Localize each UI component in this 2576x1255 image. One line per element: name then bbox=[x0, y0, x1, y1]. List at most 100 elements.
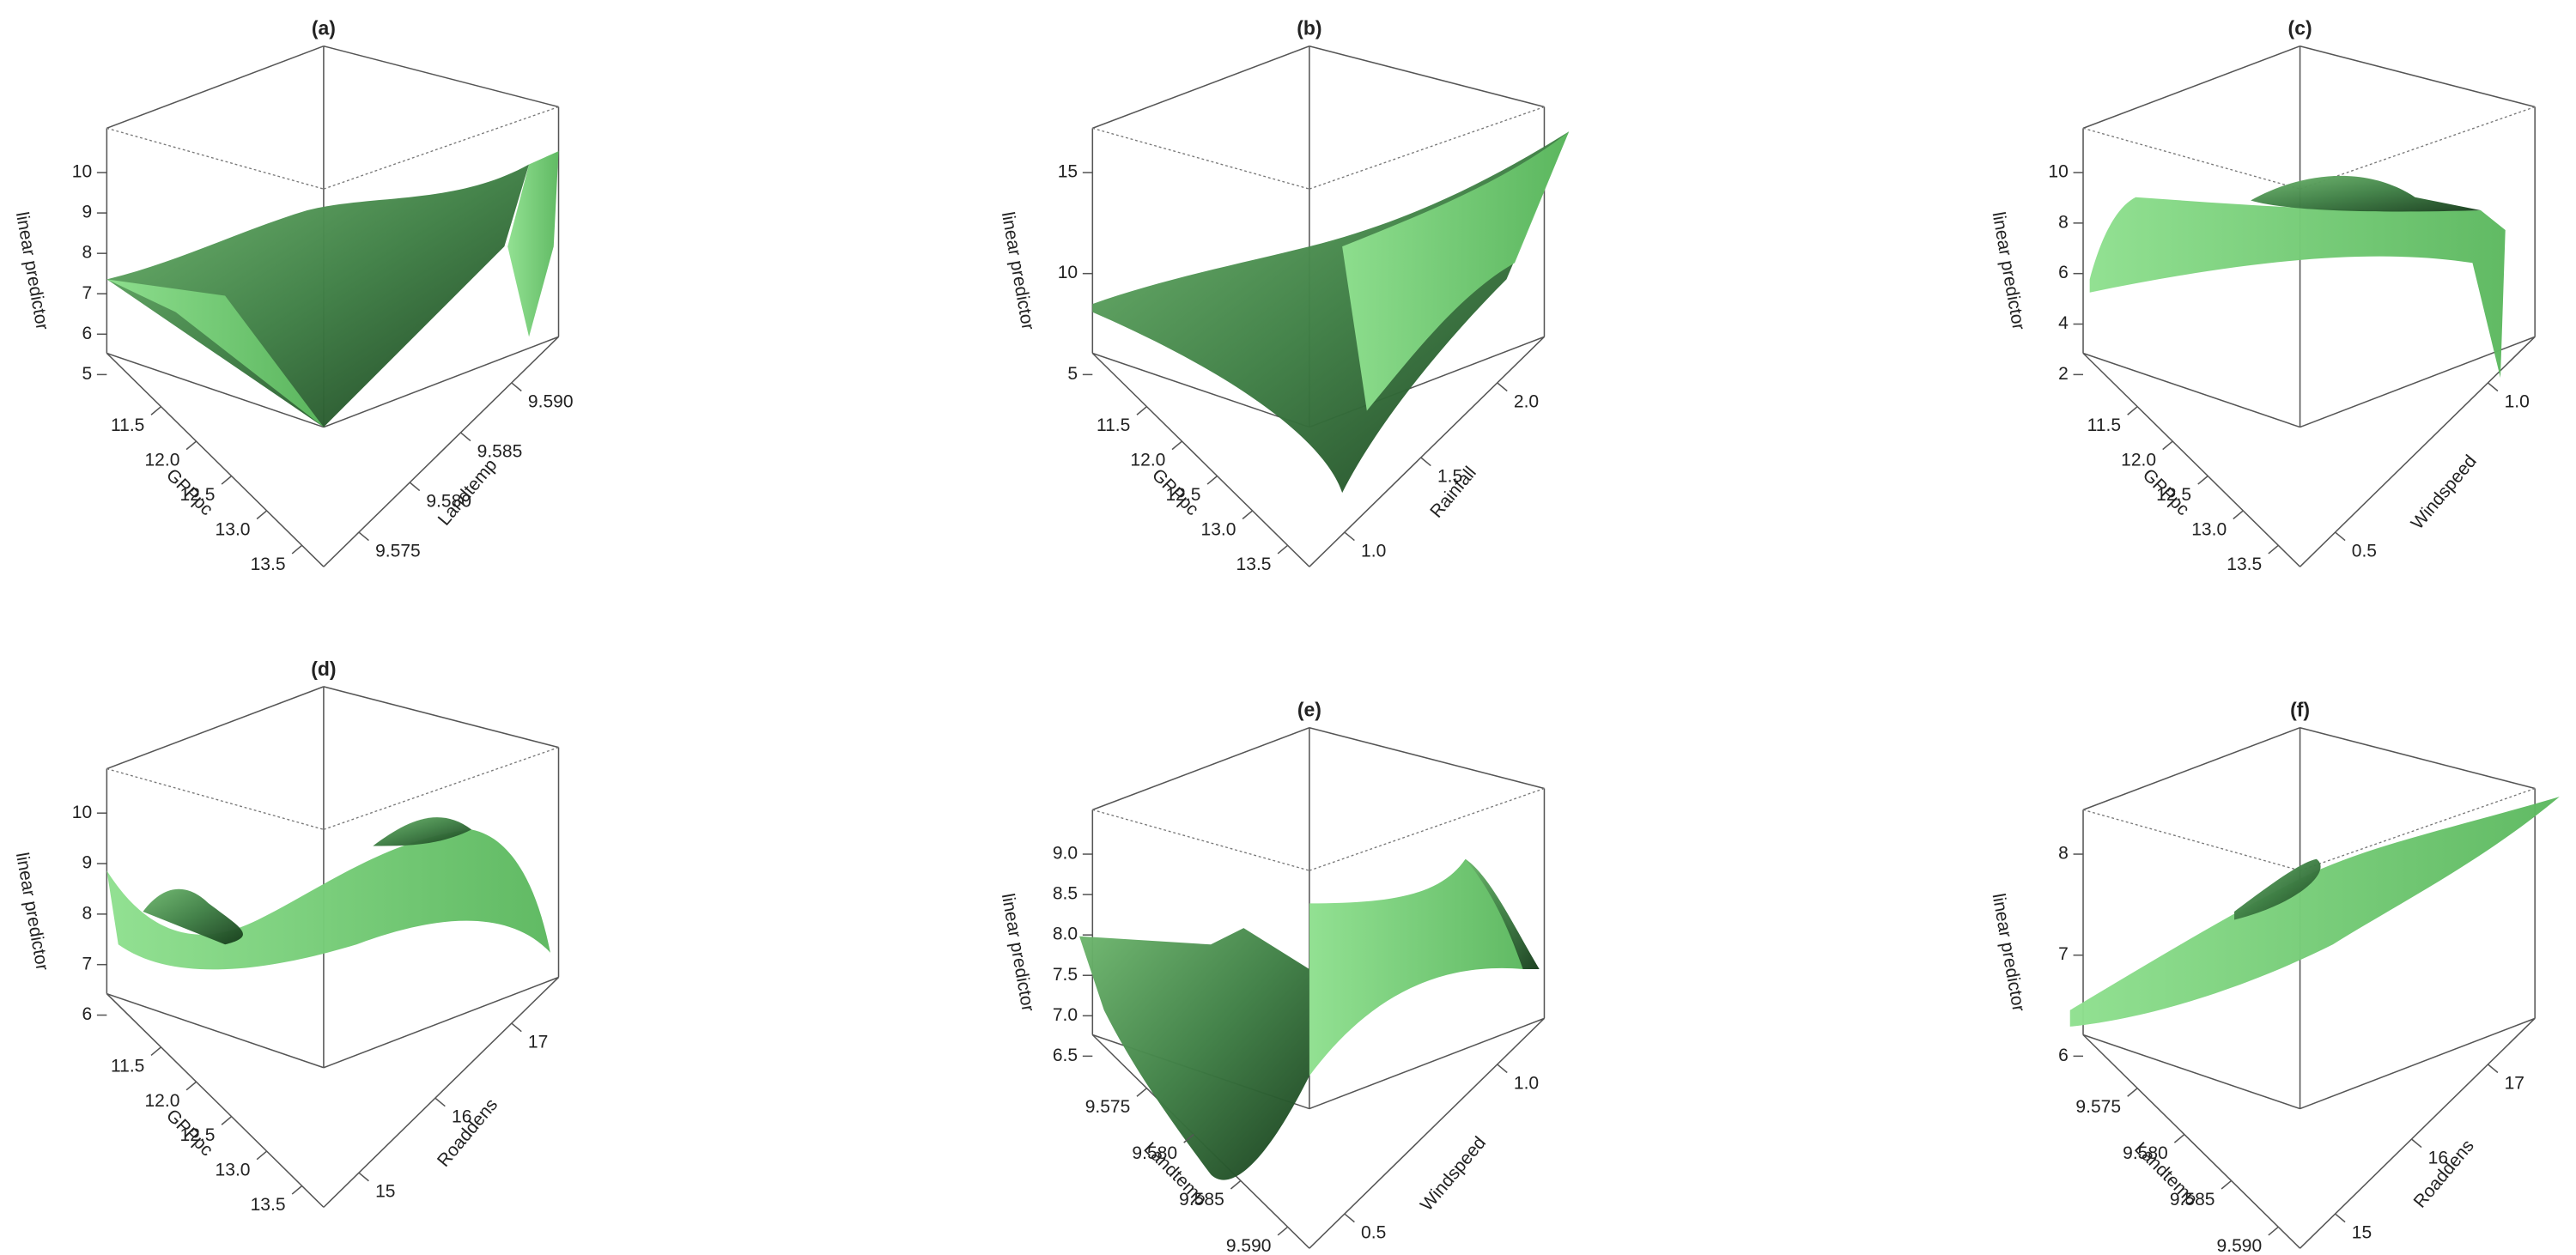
z-tick-label: 8.5 bbox=[1053, 884, 1078, 904]
panel-title: (d) bbox=[311, 658, 336, 680]
y-tick-label: 16 bbox=[2428, 1149, 2448, 1168]
box-edge bbox=[1091, 352, 1310, 567]
panel-title: (c) bbox=[2288, 17, 2312, 39]
y-tick-label: 17 bbox=[2505, 1073, 2524, 1093]
z-tick-label: 9.0 bbox=[1053, 844, 1078, 864]
x-tick bbox=[2127, 406, 2138, 415]
x-tick bbox=[150, 406, 161, 415]
x-tick-label: 9.585 bbox=[1179, 1190, 1224, 1210]
y-tick bbox=[2335, 531, 2346, 542]
x-tick bbox=[256, 510, 268, 520]
box-edge bbox=[1309, 1017, 1546, 1249]
box-edge bbox=[2082, 726, 2300, 811]
x-tick-label: 11.5 bbox=[111, 1056, 144, 1076]
x-tick-label: 11.5 bbox=[111, 415, 144, 435]
box-edge bbox=[106, 993, 325, 1208]
box-edge bbox=[2300, 336, 2536, 567]
box-edge bbox=[106, 992, 325, 1069]
box-edge bbox=[323, 747, 559, 830]
surface bbox=[507, 151, 559, 337]
y-tick bbox=[1344, 531, 1355, 542]
y-tick bbox=[2411, 1138, 2422, 1149]
panel: (f) 6 7 8 linear predictor 9.575 9.580 9.585 9.5… bbox=[1989, 699, 2560, 1255]
z-tick-label: 8.0 bbox=[1053, 925, 1078, 944]
box-edge bbox=[106, 45, 325, 130]
surface bbox=[2234, 858, 2321, 920]
panel-title: (e) bbox=[1297, 699, 1321, 721]
x-tick-label: 12.5 bbox=[180, 1125, 216, 1145]
box-edge bbox=[1309, 726, 1545, 790]
x-tick bbox=[221, 475, 233, 485]
box-edge bbox=[323, 336, 559, 428]
z-tick-label: 8 bbox=[2058, 212, 2069, 232]
x-tick-label: 12.0 bbox=[2121, 451, 2156, 470]
y-tick-label: 0.5 bbox=[1361, 1223, 1386, 1243]
y-tick bbox=[358, 1172, 369, 1182]
z-tick-label: 5 bbox=[1067, 364, 1078, 384]
x-tick-label: 9.590 bbox=[2217, 1236, 2263, 1255]
box-edge bbox=[1309, 336, 1546, 567]
box-edge bbox=[1309, 106, 1545, 190]
x-tick-label: 9.585 bbox=[2170, 1190, 2215, 1210]
x-tick-label: 13.0 bbox=[216, 519, 251, 539]
x-tick bbox=[2221, 1179, 2233, 1190]
x-tick-label: 9.575 bbox=[2075, 1097, 2121, 1117]
x-tick-label: 11.5 bbox=[2087, 415, 2121, 435]
surface bbox=[143, 888, 243, 945]
y-tick bbox=[2335, 1213, 2346, 1223]
z-tick-label: 6 bbox=[82, 324, 92, 343]
box-edge bbox=[1309, 1017, 1545, 1110]
box-edge bbox=[1092, 726, 1310, 811]
surface bbox=[1079, 928, 1309, 1180]
y-tick-label: 2.0 bbox=[1514, 391, 1539, 411]
y-tick-label: 15 bbox=[2352, 1223, 2372, 1243]
x-tick-label: 13.5 bbox=[2227, 555, 2262, 574]
y-tick-label: 1.0 bbox=[2505, 391, 2530, 411]
box-edge bbox=[1309, 45, 1545, 108]
x-tick bbox=[1206, 475, 1218, 485]
z-tick-label: 5 bbox=[82, 364, 92, 384]
z-tick-label: 7 bbox=[82, 954, 92, 973]
x-tick bbox=[291, 1185, 303, 1195]
y-tick bbox=[2487, 382, 2499, 392]
z-tick-label: 6 bbox=[2058, 1046, 2069, 1065]
y-tick-label: 17 bbox=[528, 1033, 548, 1052]
x-tick bbox=[1277, 1226, 1289, 1236]
y-tick-label: 9.575 bbox=[375, 542, 421, 561]
z-tick-label: 4 bbox=[2058, 313, 2069, 333]
panel: (e) 6.5 7.0 7.5 8.0 8.5 9.0 linear predictor 9.5… bbox=[998, 699, 1546, 1255]
z-tick-label: 7 bbox=[82, 283, 92, 303]
box-edge bbox=[1092, 352, 1310, 428]
x-tick bbox=[1171, 440, 1182, 451]
surface bbox=[373, 817, 472, 846]
y-tick-label: 16 bbox=[452, 1107, 471, 1127]
y-tick bbox=[1420, 457, 1431, 467]
panel-title: (f) bbox=[2290, 699, 2310, 721]
z-tick-label: 2 bbox=[2058, 364, 2069, 384]
z-tick-label: 7 bbox=[2058, 944, 2069, 964]
panel-title: (a) bbox=[312, 17, 336, 39]
surface bbox=[1309, 858, 1523, 1076]
x-tick bbox=[2127, 1088, 2138, 1097]
y-tick bbox=[460, 432, 471, 442]
x-tick bbox=[2173, 1133, 2185, 1143]
z-tick-label: 10 bbox=[72, 162, 92, 182]
z-tick-label: 6 bbox=[82, 1004, 92, 1024]
surface bbox=[106, 164, 530, 427]
box-edge bbox=[106, 767, 325, 830]
box-edge bbox=[2082, 352, 2301, 567]
box-edge bbox=[1092, 45, 1310, 130]
x-tick-label: 12.0 bbox=[1130, 451, 1165, 470]
z-axis-label: linear predictor bbox=[1989, 892, 2029, 1013]
x-tick bbox=[2268, 544, 2279, 555]
z-tick-label: 10 bbox=[2048, 162, 2068, 182]
box-edge bbox=[2082, 352, 2300, 428]
x-tick-label: 9.575 bbox=[1085, 1097, 1131, 1117]
x-tick-label: 12.0 bbox=[144, 1091, 179, 1111]
x-tick bbox=[2233, 510, 2244, 520]
z-tick-label: 6 bbox=[2058, 263, 2069, 282]
panel-title: (b) bbox=[1297, 17, 1321, 39]
surface bbox=[2251, 175, 2482, 212]
